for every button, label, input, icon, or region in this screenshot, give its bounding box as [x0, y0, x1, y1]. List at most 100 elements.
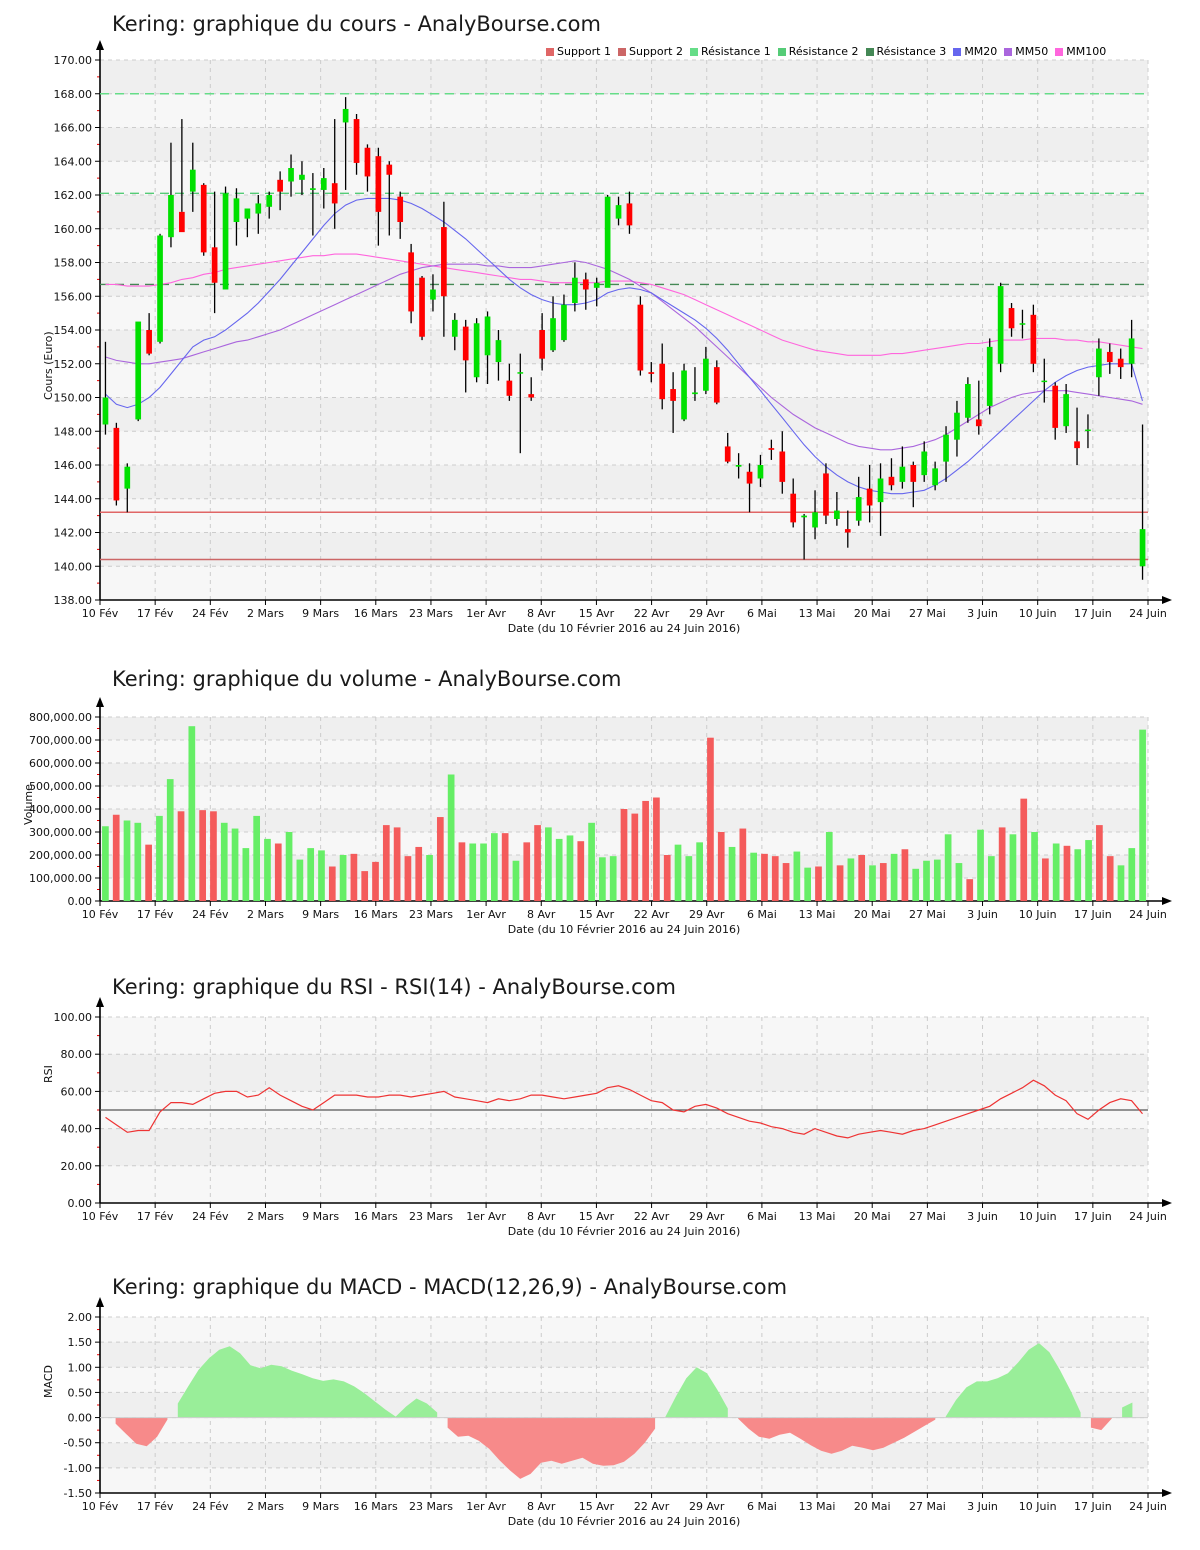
volume-bar[interactable]	[1096, 825, 1103, 901]
candle-body[interactable]	[222, 193, 229, 290]
volume-bar[interactable]	[663, 855, 671, 901]
volume-bar[interactable]	[350, 853, 358, 901]
volume-bar[interactable]	[372, 861, 379, 901]
candle-body[interactable]	[724, 446, 731, 462]
volume-bar[interactable]	[750, 852, 757, 901]
volume-bar[interactable]	[869, 865, 876, 901]
volume-bar[interactable]	[264, 838, 271, 901]
volume-bar[interactable]	[674, 844, 682, 901]
candle-body[interactable]	[834, 510, 840, 519]
volume-chart-canvas[interactable]: 0.00 100,000.00 200,000.00 300,000.00 400,00…	[0, 645, 1200, 955]
candle-body[interactable]	[572, 277, 578, 303]
volume-bar[interactable]	[966, 879, 974, 901]
candle-body[interactable]	[211, 247, 218, 283]
candle-body[interactable]	[965, 384, 971, 418]
candle-body[interactable]	[1052, 385, 1059, 428]
volume-bar[interactable]	[1020, 798, 1028, 901]
volume-bar[interactable]	[901, 849, 909, 901]
volume-bar[interactable]	[771, 856, 779, 901]
volume-bar[interactable]	[231, 828, 239, 901]
volume-bar[interactable]	[274, 843, 282, 902]
volume-bar[interactable]	[1106, 856, 1114, 901]
candle-body[interactable]	[943, 434, 949, 462]
volume-bar[interactable]	[123, 820, 131, 902]
volume-bar[interactable]	[1074, 849, 1082, 901]
legend-item-6[interactable]: MM50	[1004, 45, 1048, 58]
volume-bar[interactable]	[1117, 865, 1125, 901]
volume-bar[interactable]	[631, 813, 639, 901]
candle-body[interactable]	[462, 326, 469, 361]
volume-bar[interactable]	[307, 848, 315, 901]
volume-bar[interactable]	[382, 825, 390, 901]
volume-bar[interactable]	[555, 838, 563, 901]
volume-bar[interactable]	[825, 832, 833, 901]
volume-bar[interactable]	[847, 858, 855, 901]
candle-body[interactable]	[266, 195, 273, 207]
volume-bar[interactable]	[588, 822, 595, 901]
candle-body[interactable]	[1117, 358, 1124, 368]
candle-body[interactable]	[648, 372, 655, 374]
candle-body[interactable]	[146, 330, 152, 354]
volume-bar[interactable]	[728, 846, 736, 901]
legend-item-1[interactable]: Support 2	[617, 45, 683, 58]
volume-bar[interactable]	[804, 867, 812, 901]
volume-bar[interactable]	[545, 827, 552, 901]
volume-bar[interactable]	[242, 848, 250, 901]
candle-body[interactable]	[430, 289, 436, 300]
legend-item-0[interactable]: Support 1	[546, 45, 611, 58]
legend-item-2[interactable]: Résistance 1	[689, 45, 771, 58]
legend-item-5[interactable]: MM20	[953, 45, 997, 58]
volume-bar[interactable]	[253, 815, 261, 901]
candle-body[interactable]	[255, 203, 262, 214]
candle-body[interactable]	[277, 179, 283, 192]
candle-body[interactable]	[157, 235, 163, 342]
candle-body[interactable]	[790, 493, 797, 523]
volume-bar[interactable]	[609, 856, 617, 901]
volume-bar[interactable]	[393, 827, 401, 901]
volume-bar[interactable]	[1009, 834, 1017, 901]
volume-bar[interactable]	[912, 868, 920, 901]
rsi-chart-canvas[interactable]: 0.00 20.00 40.00 60.00 80.00 100.00 10 Fév 17 F…	[0, 955, 1200, 1255]
candle-body[interactable]	[746, 471, 753, 484]
candle-body[interactable]	[681, 370, 687, 420]
candle-body[interactable]	[386, 164, 393, 175]
candle-body[interactable]	[168, 195, 174, 238]
volume-bar[interactable]	[879, 863, 887, 901]
volume-bar[interactable]	[102, 826, 109, 901]
candle-body[interactable]	[768, 448, 775, 450]
legend-item-4[interactable]: Résistance 3	[865, 45, 946, 58]
candle-body[interactable]	[692, 392, 698, 395]
volume-bar[interactable]	[404, 856, 412, 901]
volume-bar[interactable]	[955, 863, 963, 901]
volume-bar[interactable]	[1052, 843, 1060, 902]
candle-body[interactable]	[1074, 441, 1080, 449]
candle-body[interactable]	[670, 389, 676, 401]
volume-bar[interactable]	[998, 827, 1006, 901]
candle-body[interactable]	[866, 488, 873, 506]
candle-body[interactable]	[1063, 394, 1069, 427]
volume-bar[interactable]	[793, 851, 801, 901]
candle-body[interactable]	[593, 282, 600, 288]
volume-bar[interactable]	[707, 737, 714, 901]
volume-bar[interactable]	[642, 800, 649, 901]
volume-bar[interactable]	[696, 842, 703, 901]
candle-body[interactable]	[342, 108, 349, 123]
volume-bar[interactable]	[512, 860, 520, 901]
volume-bar[interactable]	[447, 774, 455, 902]
candle-body[interactable]	[299, 174, 305, 180]
candle-body[interactable]	[855, 497, 862, 521]
candle-body[interactable]	[233, 198, 240, 222]
candle-body[interactable]	[735, 465, 742, 467]
macd-chart-canvas[interactable]: -1.50 -1.00 -0.50 0.00 0.50 1.00 1.50 2.00 10 Fé…	[0, 1255, 1200, 1550]
candle-body[interactable]	[331, 183, 338, 204]
volume-bar[interactable]	[296, 859, 304, 901]
candle-body[interactable]	[451, 319, 458, 337]
candle-body[interactable]	[288, 168, 294, 182]
volume-bar[interactable]	[890, 853, 898, 901]
volume-bar[interactable]	[836, 865, 844, 901]
volume-bar[interactable]	[653, 797, 660, 902]
candle-body[interactable]	[320, 178, 327, 190]
candle-body[interactable]	[375, 156, 382, 212]
volume-bar[interactable]	[739, 828, 747, 901]
candle-body[interactable]	[408, 252, 414, 312]
